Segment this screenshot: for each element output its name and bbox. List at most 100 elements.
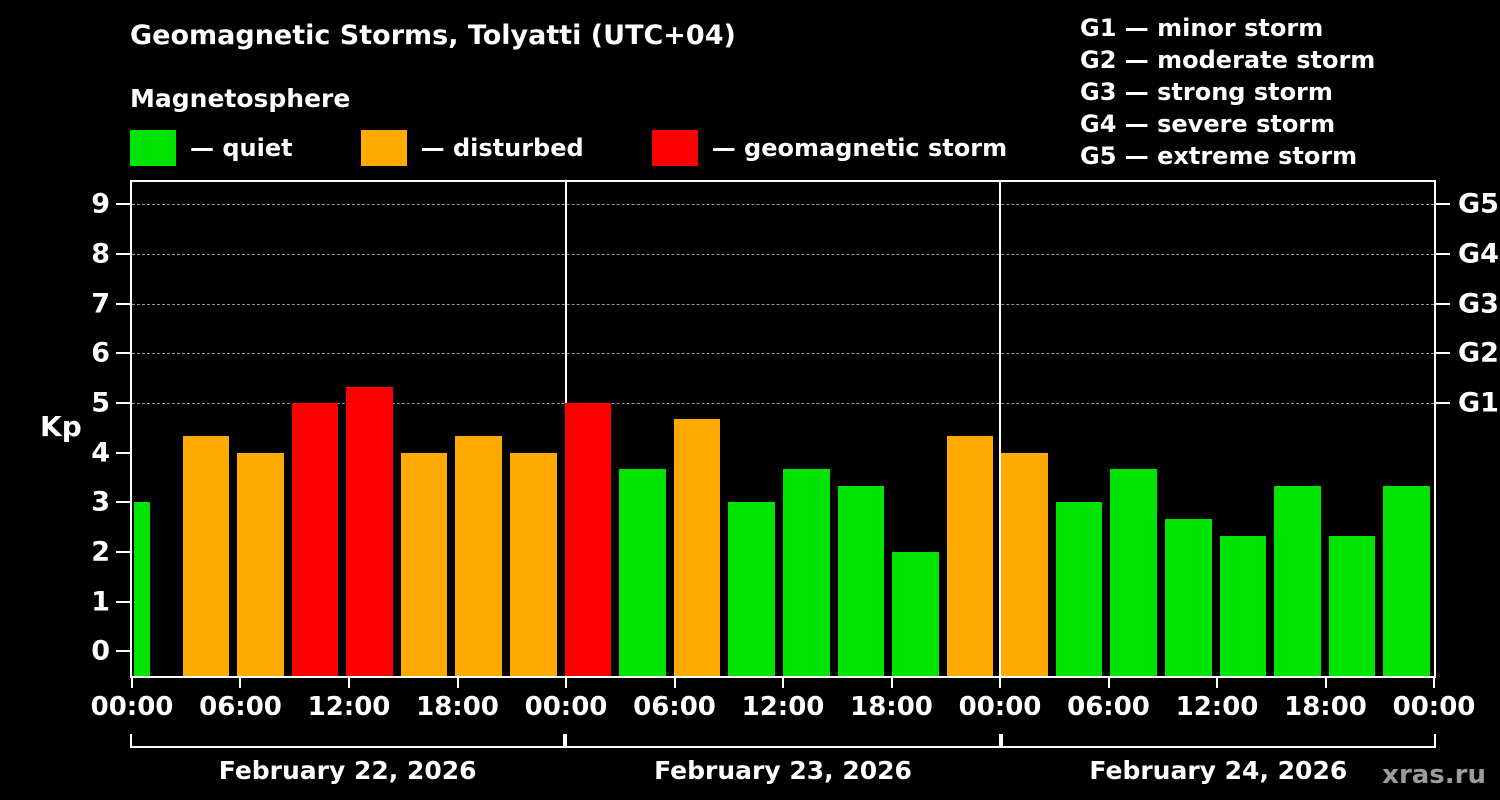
x-tick-label: 00:00 bbox=[90, 692, 174, 722]
x-tick bbox=[998, 678, 1001, 688]
y-tick bbox=[116, 550, 130, 553]
kp-bar-slot bbox=[779, 182, 834, 676]
kp-bar-slot bbox=[615, 182, 670, 676]
kp-bar-slot bbox=[1052, 182, 1107, 676]
g-level-tick bbox=[1436, 302, 1450, 305]
kp-bar bbox=[1219, 535, 1267, 676]
kp-bar-slot bbox=[179, 182, 234, 676]
kp-bar bbox=[1274, 485, 1321, 676]
legend-label: — disturbed bbox=[420, 134, 584, 162]
x-tick-label: 00:00 bbox=[958, 692, 1042, 722]
kp-bar bbox=[782, 468, 830, 676]
kp-bar-slot bbox=[997, 182, 1052, 676]
x-tick bbox=[564, 678, 567, 688]
y-tick-label: 2 bbox=[91, 536, 110, 568]
x-tick bbox=[1324, 678, 1327, 688]
kp-bar bbox=[510, 452, 557, 676]
x-tick-label: 00:00 bbox=[524, 692, 608, 722]
quiet-swatch bbox=[130, 130, 176, 166]
day-bracket bbox=[1000, 734, 1436, 748]
kp-bar-slot bbox=[561, 182, 616, 676]
x-tick-label: 12:00 bbox=[741, 692, 825, 722]
kp-bar bbox=[134, 502, 150, 676]
x-tick bbox=[673, 678, 676, 688]
x-tick-label: 00:00 bbox=[1392, 692, 1476, 722]
kp-bar bbox=[1001, 452, 1048, 676]
x-tick-label: 06:00 bbox=[1067, 692, 1150, 722]
g-level-label: G2 bbox=[1458, 337, 1499, 369]
kp-bar bbox=[400, 452, 448, 676]
y-tick-label: 5 bbox=[91, 387, 110, 419]
legend-item-quiet: — quiet bbox=[130, 130, 293, 166]
g-legend-item: G2 — moderate storm bbox=[1080, 46, 1376, 74]
y-tick-label: 6 bbox=[91, 337, 110, 369]
y-tick-label: 4 bbox=[91, 437, 110, 469]
kp-bar-slot bbox=[1325, 182, 1380, 676]
kp-bar-slot bbox=[888, 182, 943, 676]
kp-bar-slot bbox=[342, 182, 397, 676]
kp-bar-slot bbox=[506, 182, 561, 676]
kp-bar-slot bbox=[1161, 182, 1216, 676]
y-tick bbox=[116, 501, 130, 504]
kp-bar bbox=[237, 452, 284, 676]
kp-bar bbox=[1055, 502, 1103, 676]
gridline-kp-5 bbox=[132, 402, 1434, 404]
kp-bar-slot bbox=[1379, 182, 1434, 676]
g-level-tick bbox=[1436, 401, 1450, 404]
y-tick bbox=[116, 451, 130, 454]
x-tick bbox=[890, 678, 893, 688]
y-tick-label: 7 bbox=[91, 288, 110, 320]
kp-bar bbox=[619, 468, 666, 676]
x-tick bbox=[456, 678, 459, 688]
kp-bar-slot bbox=[451, 182, 506, 676]
y-tick bbox=[116, 252, 130, 255]
kp-bar bbox=[1110, 468, 1157, 676]
gridline-kp-8 bbox=[132, 253, 1434, 255]
y-tick-label: 3 bbox=[91, 486, 110, 518]
g-level-tick bbox=[1436, 252, 1450, 255]
gridline-kp-9 bbox=[132, 204, 1434, 206]
x-tick-label: 06:00 bbox=[199, 692, 282, 722]
kp-bar bbox=[1328, 535, 1376, 676]
y-tick bbox=[116, 203, 130, 206]
x-tick-label: 18:00 bbox=[850, 692, 933, 722]
g-level-tick bbox=[1436, 352, 1450, 355]
g-legend-item: G5 — extreme storm bbox=[1080, 142, 1358, 170]
kp-bar bbox=[728, 502, 775, 676]
x-tick bbox=[782, 678, 784, 688]
kp-bar-slot bbox=[943, 182, 998, 676]
kp-bar-slot bbox=[834, 182, 889, 676]
x-tick bbox=[347, 678, 350, 688]
y-tick-label: 8 bbox=[91, 238, 110, 270]
kp-bar bbox=[1383, 485, 1430, 676]
x-tick-label: 12:00 bbox=[307, 692, 391, 722]
y-tick-label: 1 bbox=[91, 586, 110, 618]
y-tick bbox=[116, 302, 130, 305]
g-level-label: G5 bbox=[1458, 188, 1499, 220]
y-tick bbox=[116, 650, 130, 653]
day-date-label: February 23, 2026 bbox=[654, 756, 912, 785]
y-tick-label: 0 bbox=[91, 635, 110, 667]
x-tick bbox=[131, 678, 133, 688]
g-legend-item: G4 — severe storm bbox=[1080, 110, 1336, 138]
plot-area: 0 1 2 3 4 5 6 7 8 9 G1 G2 G3 G4 G5 00:00 06:00 12:00 18:00… bbox=[91, 180, 1499, 722]
x-tick-label: 18:00 bbox=[416, 692, 499, 722]
kp-bar bbox=[455, 436, 503, 676]
x-tick bbox=[1216, 678, 1218, 688]
day-divider bbox=[998, 182, 1001, 676]
g-level-label: G1 bbox=[1458, 387, 1499, 419]
kp-bar bbox=[564, 402, 612, 676]
gridline-kp-7 bbox=[132, 303, 1434, 305]
day-date-label: February 22, 2026 bbox=[218, 756, 477, 785]
day-bracket bbox=[565, 734, 1001, 748]
day-date-label: February 24, 2026 bbox=[1089, 756, 1348, 785]
y-tick-label: 9 bbox=[91, 188, 110, 220]
y-axis-title: Kp bbox=[40, 410, 82, 443]
x-tick bbox=[1107, 678, 1110, 688]
disturbed-swatch bbox=[360, 130, 407, 166]
y-tick bbox=[116, 600, 130, 603]
bars-container bbox=[132, 182, 1434, 676]
g-level-tick bbox=[1436, 203, 1450, 206]
kp-bar-slot bbox=[1270, 182, 1325, 676]
